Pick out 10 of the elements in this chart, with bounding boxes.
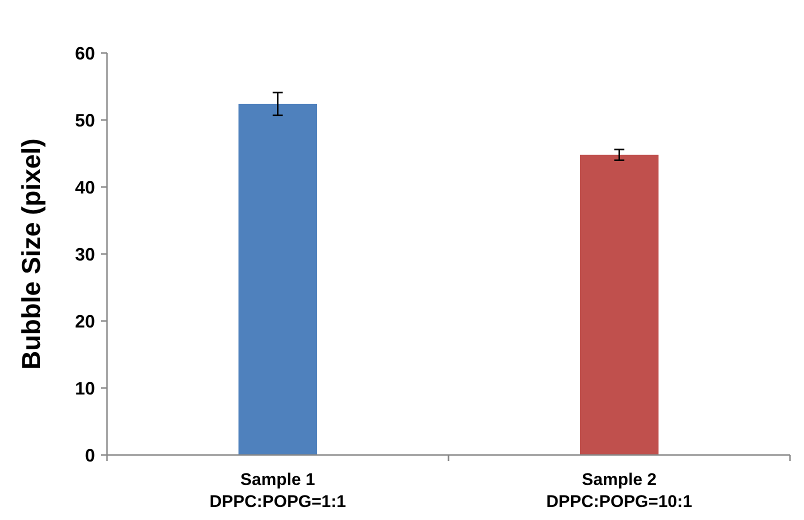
y-tick-label: 40 xyxy=(74,177,95,198)
y-tick-label: 30 xyxy=(74,244,95,264)
y-tick-label: 10 xyxy=(74,378,95,398)
y-axis-title: Bubble Size (pixel) xyxy=(16,138,46,370)
x-tick-label: Sample 1 DPPC:POPG=1:1 xyxy=(209,470,346,511)
y-tick-label: 60 xyxy=(74,43,95,64)
y-tick-label: 0 xyxy=(84,445,95,466)
x-tick-label: Sample 2 DPPC:POPG=10:1 xyxy=(546,470,692,511)
y-tick-label: 20 xyxy=(74,311,95,332)
y-tick-label: 50 xyxy=(74,110,95,130)
